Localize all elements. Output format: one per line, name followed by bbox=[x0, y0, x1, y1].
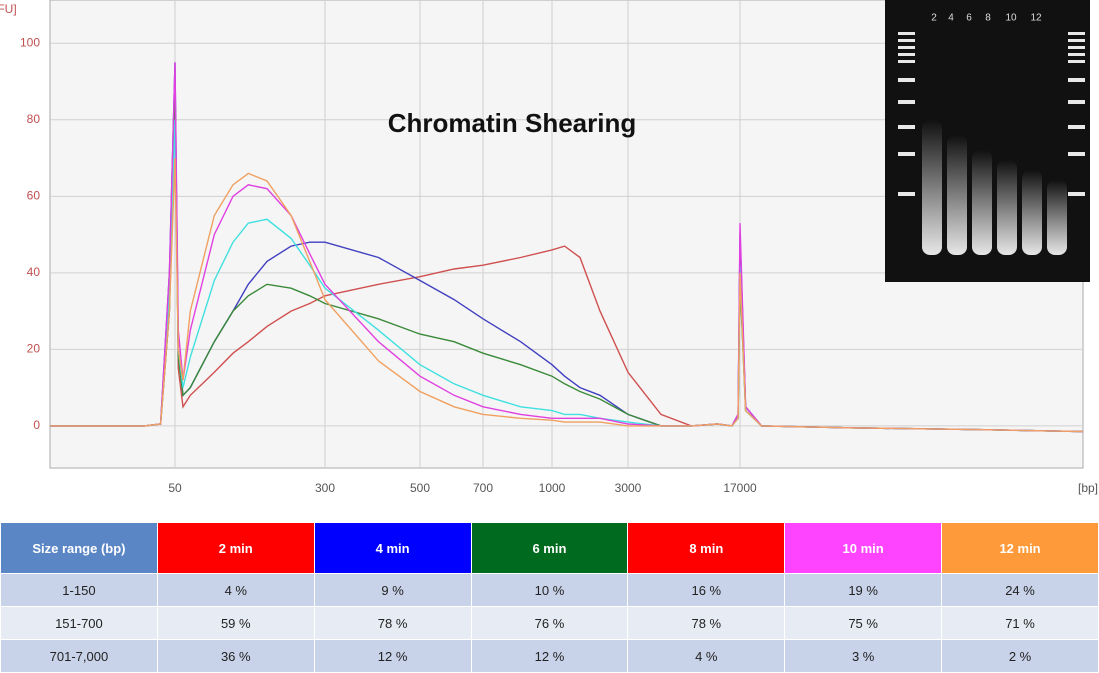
gel-lane-label: 12 bbox=[1030, 13, 1042, 24]
table-row: 701-7,000 36 % 12 % 12 % 4 % 3 % 2 % bbox=[0, 639, 1099, 673]
gel-lane-labels: 2 4 6 8 10 12 bbox=[931, 13, 1042, 24]
summary-table: Size range (bp) 2 min 4 min 6 min 8 min 10 mi… bbox=[0, 522, 1099, 673]
table-cell: 12 % bbox=[313, 639, 472, 673]
x-tick-label: 300 bbox=[315, 481, 335, 495]
table-cell: 3 % bbox=[784, 639, 943, 673]
x-axis-label: [bp] bbox=[1078, 481, 1098, 495]
header-cell: Size range (bp) bbox=[0, 522, 158, 574]
y-tick-label: 80 bbox=[27, 112, 41, 126]
table-cell: 16 % bbox=[627, 573, 786, 607]
table-row: 151-700 59 % 78 % 76 % 78 % 75 % 71 % bbox=[0, 606, 1099, 640]
table-cell: 78 % bbox=[313, 606, 472, 640]
y-axis-label: [FU] bbox=[0, 2, 17, 16]
x-tick-label: 500 bbox=[410, 481, 430, 495]
table-cell: 9 % bbox=[313, 573, 472, 607]
table-cell: 36 % bbox=[156, 639, 315, 673]
table-cell: 75 % bbox=[784, 606, 943, 640]
table-cell: 19 % bbox=[784, 573, 943, 607]
header-cell: 2 min bbox=[156, 522, 315, 574]
header-cell: 10 min bbox=[784, 522, 943, 574]
table-header: Size range (bp) 2 min 4 min 6 min 8 min 10 mi… bbox=[0, 522, 1099, 574]
y-tick-label: 100 bbox=[20, 35, 40, 49]
lines bbox=[50, 62, 1084, 433]
table-row: 1-150 4 % 9 % 10 % 16 % 19 % 24 % bbox=[0, 573, 1099, 607]
table-cell: 76 % bbox=[470, 606, 629, 640]
gel-lane-label: 6 bbox=[966, 13, 972, 24]
table-body: 1-150 4 % 9 % 10 % 16 % 19 % 24 % 151-700 59 % 78… bbox=[0, 573, 1099, 673]
y-tick-label: 40 bbox=[27, 265, 41, 279]
table-cell: 59 % bbox=[156, 606, 315, 640]
gel-image bbox=[885, 0, 1090, 282]
header-cell: 8 min bbox=[627, 522, 786, 574]
table-cell: 1-150 bbox=[0, 573, 158, 607]
gel-lane-label: 8 bbox=[985, 13, 991, 24]
table-cell: 78 % bbox=[627, 606, 786, 640]
gel-lane-label: 4 bbox=[948, 13, 954, 24]
table-cell: 4 % bbox=[627, 639, 786, 673]
gel-lane-label: 2 bbox=[931, 13, 937, 24]
x-tick-label: 700 bbox=[473, 481, 493, 495]
header-cell: 6 min bbox=[470, 522, 629, 574]
chart-title: Chromatin Shearing bbox=[388, 108, 636, 138]
x-tick-label: 1000 bbox=[539, 481, 566, 495]
table-cell: 701-7,000 bbox=[0, 639, 158, 673]
table-cell: 71 % bbox=[941, 606, 1099, 640]
chart: [FU] [bp] Chromatin Shearing 24 6 8 10 12 0 2… bbox=[0, 0, 1098, 495]
series-line bbox=[50, 158, 1084, 433]
table-cell: 24 % bbox=[941, 573, 1099, 607]
table-cell: 151-700 bbox=[0, 606, 158, 640]
gel-lane-label: 10 bbox=[1005, 13, 1017, 24]
x-tick-label: 17000 bbox=[723, 481, 757, 495]
y-tick-label: 60 bbox=[27, 188, 41, 202]
y-tick-label: 0 bbox=[33, 418, 40, 432]
table-cell: 12 % bbox=[470, 639, 629, 673]
y-tick-label: 20 bbox=[27, 342, 41, 356]
table-cell: 10 % bbox=[470, 573, 629, 607]
header-cell: 4 min bbox=[313, 522, 472, 574]
x-tick-label: 50 bbox=[168, 481, 182, 495]
x-tick-label: 3000 bbox=[615, 481, 642, 495]
header-cell: 12 min bbox=[941, 522, 1099, 574]
table-cell: 2 % bbox=[941, 639, 1099, 673]
table-cell: 4 % bbox=[156, 573, 315, 607]
